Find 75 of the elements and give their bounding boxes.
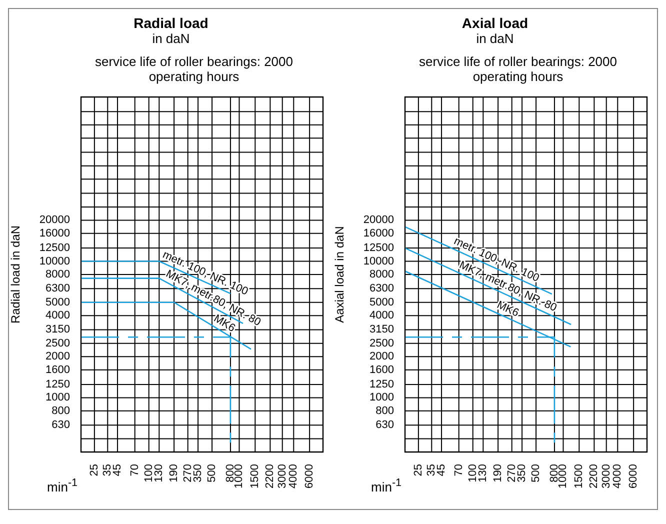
y-tick-label: 1600 — [370, 364, 394, 376]
text: MK6 — [494, 299, 521, 320]
x-tick-label: 130 — [153, 464, 166, 482]
y-tick-label: 2500 — [370, 337, 394, 350]
x-axis-title: min$^{-1}$ — [47, 477, 78, 494]
x-tick-label: 350 — [192, 464, 204, 482]
y-tick-label: 800 — [52, 404, 70, 417]
x-tick-label: 190 — [492, 464, 504, 482]
x-tick-label: 100 — [466, 464, 479, 482]
y-tick-label: 20000 — [39, 214, 70, 226]
x-tick-label: 130 — [477, 464, 490, 482]
x-tick-label: 270 — [506, 464, 518, 482]
y-tick-label: 2500 — [46, 337, 70, 350]
y-tick-label: 1250 — [46, 378, 70, 390]
y-tick-label: 8000 — [46, 268, 70, 280]
x-tick-label: 35 — [426, 464, 438, 476]
x-tick-label: 190 — [168, 464, 180, 482]
x-tick-label: 500 — [530, 464, 542, 482]
x-tick-label: 45 — [436, 464, 448, 476]
y-tick-label: 16000 — [39, 227, 70, 240]
y-tick-label: 5000 — [370, 296, 394, 308]
text: service life of roller bearings: 2000 operating hours — [94, 54, 294, 84]
y-tick-label: 3150 — [370, 324, 394, 336]
x-tick-label: 4000 — [612, 464, 624, 488]
x-axis-title: min$^{-1}$ — [371, 477, 402, 494]
y-tick-label: 1000 — [370, 392, 394, 404]
x-tick-label: 350 — [516, 464, 528, 482]
y-tick-label: 4000 — [46, 310, 70, 322]
y-tick-label: 800 — [376, 404, 394, 417]
x-tick-label: 3000 — [600, 464, 612, 488]
y-tick-label: 3150 — [46, 324, 70, 336]
x-tick-label: 6000 — [304, 464, 316, 488]
y-tick-label: 12500 — [39, 242, 70, 254]
x-tick-label: 270 — [182, 464, 194, 482]
x-tick-label: 70 — [452, 464, 465, 476]
y-tick-label: 6300 — [370, 282, 394, 295]
chart-title: Axial load — [460, 15, 530, 31]
y-tick-label: 630 — [52, 419, 70, 432]
y-tick-label: 8000 — [370, 268, 394, 280]
y-axis-title: Radial load in daN — [8, 225, 22, 324]
x-tick-label: 1000 — [233, 464, 246, 488]
y-tick-label: 6300 — [46, 282, 70, 295]
x-tick-label: 1500 — [573, 464, 586, 488]
x-tick-label: 45 — [112, 464, 124, 476]
y-axis-title: Aaxial load in daN — [332, 226, 346, 323]
x-tick-label: 2200 — [588, 464, 600, 488]
y-tick-label: 1250 — [370, 378, 394, 390]
x-tick-label: 35 — [102, 464, 114, 476]
x-tick-label: 2200 — [264, 464, 276, 488]
text: service life of roller bearings: 2000 operating hours — [418, 54, 618, 84]
y-tick-label: 20000 — [363, 214, 394, 226]
x-tick-label: 1500 — [249, 464, 262, 488]
x-tick-label: 1000 — [557, 464, 570, 488]
x-tick-label: 25 — [412, 464, 424, 476]
chart-subtitle: in daN — [151, 31, 191, 46]
chart-title: Radial load — [132, 15, 210, 31]
x-tick-label: 500 — [206, 464, 218, 482]
x-tick-label: 4000 — [288, 464, 300, 488]
y-tick-label: 10000 — [363, 255, 394, 268]
y-tick-label: 1000 — [46, 392, 70, 404]
x-tick-label: 25 — [88, 464, 100, 476]
x-tick-label: 3000 — [276, 464, 288, 488]
y-tick-label: 2000 — [46, 350, 70, 363]
y-tick-label: 2000 — [370, 350, 394, 363]
y-tick-label: 4000 — [370, 310, 394, 322]
x-tick-label: 70 — [128, 464, 141, 476]
y-tick-label: 630 — [376, 419, 394, 432]
y-tick-label: 16000 — [363, 227, 394, 240]
x-tick-label: 6000 — [628, 464, 640, 488]
y-tick-label: 12500 — [363, 242, 394, 254]
x-tick-label: 100 — [142, 464, 155, 482]
y-tick-label: 1600 — [46, 364, 70, 376]
y-tick-label: 10000 — [39, 255, 70, 268]
chart-subtitle: in daN — [475, 31, 515, 46]
y-tick-label: 5000 — [46, 296, 70, 308]
